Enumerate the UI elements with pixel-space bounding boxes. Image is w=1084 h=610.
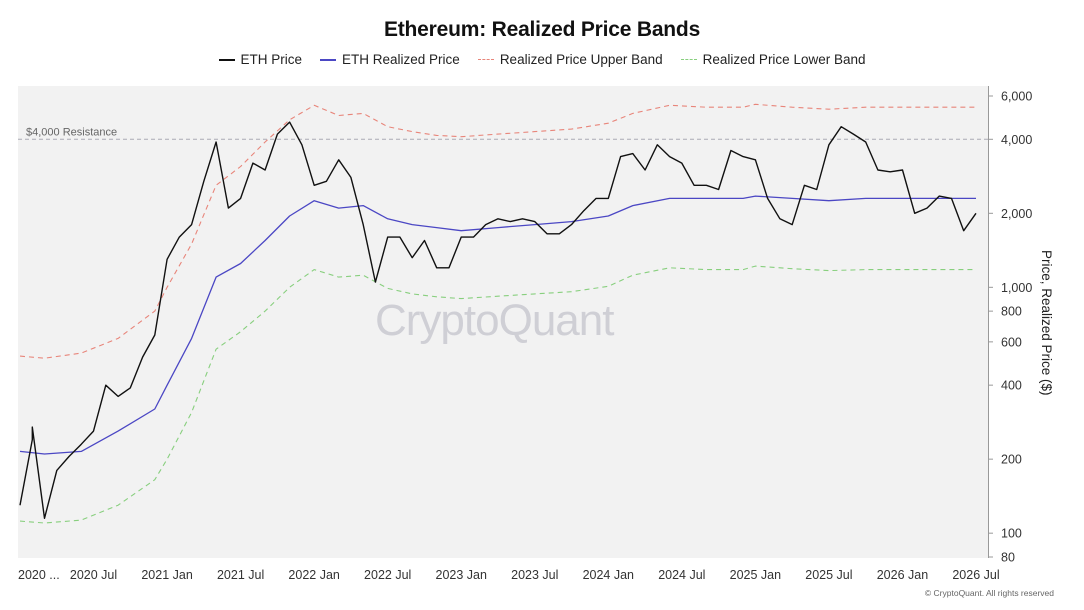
- x-tick-label: 2024 Jul: [658, 568, 705, 582]
- series-layer: [19, 103, 977, 524]
- plot-background: [18, 86, 988, 558]
- legend-item-lower-band[interactable]: Realized Price Lower Band: [680, 52, 866, 67]
- annotation-layer: $4,000 Resistance: [18, 126, 988, 140]
- x-tick-label: 2024 Jan: [583, 568, 634, 582]
- x-tick-label: 2023 Jan: [436, 568, 487, 582]
- legend-label-lower-band: Realized Price Lower Band: [702, 52, 866, 67]
- x-tick-label: 2025 Jul: [805, 568, 852, 582]
- y-tick-label: 4,000: [1001, 133, 1032, 147]
- series-line-eth-realized-price: [19, 195, 976, 455]
- legend-swatch-eth-price: [218, 58, 235, 61]
- x-tick-label: 2022 Jan: [288, 568, 339, 582]
- y-tick-label: 100: [1001, 527, 1022, 541]
- watermark: CryptoQuant: [375, 296, 614, 345]
- x-tick-label: 2020 ...: [18, 568, 60, 582]
- y-tick-label: 400: [1001, 379, 1022, 393]
- legend-swatch-realized-price: [320, 58, 337, 61]
- y-tick-label: 6,000: [1001, 90, 1032, 104]
- y-tick-label: 600: [1001, 335, 1022, 349]
- resistance-label: $4,000 Resistance: [26, 126, 117, 138]
- legend-swatch-lower-band: [680, 59, 697, 60]
- legend-swatch-upper-band: [477, 59, 494, 60]
- legend-label-eth-price: ETH Price: [240, 52, 303, 67]
- y-axis-title: Price, Realized Price ($): [1039, 250, 1054, 396]
- x-tick-label: 2023 Jul: [511, 568, 558, 582]
- y-tick-label: 80: [1001, 551, 1015, 565]
- series-line-realized-price-lower-band: [19, 265, 976, 524]
- x-tick-label: 2026 Jul: [952, 568, 999, 582]
- x-tick-label: 2021 Jul: [217, 568, 264, 582]
- x-axis-ticks: 2020 ... 2020 Jul 2021 Jan 2021 Jul 2022 Jan…: [18, 568, 1000, 582]
- y-tick-label: 800: [1001, 305, 1022, 319]
- legend: ETH Price ETH Realized Price Realized Pr…: [0, 52, 1084, 67]
- x-tick-label: 2026 Jan: [877, 568, 928, 582]
- chart-title: Ethereum: Realized Price Bands: [383, 18, 701, 41]
- legend-item-eth-price[interactable]: ETH Price: [218, 52, 303, 67]
- x-tick-label: 2021 Jan: [141, 568, 192, 582]
- y-tick-label: 200: [1001, 453, 1022, 467]
- legend-label-realized-price: ETH Realized Price: [342, 52, 460, 67]
- legend-item-upper-band[interactable]: Realized Price Upper Band: [477, 52, 663, 67]
- y-axis-ticks: 6,000 4,000 2,000 1,000 800 600 400 200 100 80: [988, 90, 1032, 565]
- series-line-realized-price-upper-band: [19, 103, 976, 359]
- legend-item-realized-price[interactable]: ETH Realized Price: [320, 52, 460, 67]
- y-tick-label: 1,000: [1001, 281, 1032, 295]
- legend-label-upper-band: Realized Price Upper Band: [499, 52, 663, 67]
- x-tick-label: 2025 Jan: [730, 568, 781, 582]
- series-line-eth-price: [19, 121, 977, 519]
- x-tick-label: 2020 Jul: [70, 568, 117, 582]
- y-tick-label: 2,000: [1001, 207, 1032, 221]
- x-tick-label: 2022 Jul: [364, 568, 411, 582]
- copyright-text: © CryptoQuant. All rights reserved: [924, 588, 1054, 598]
